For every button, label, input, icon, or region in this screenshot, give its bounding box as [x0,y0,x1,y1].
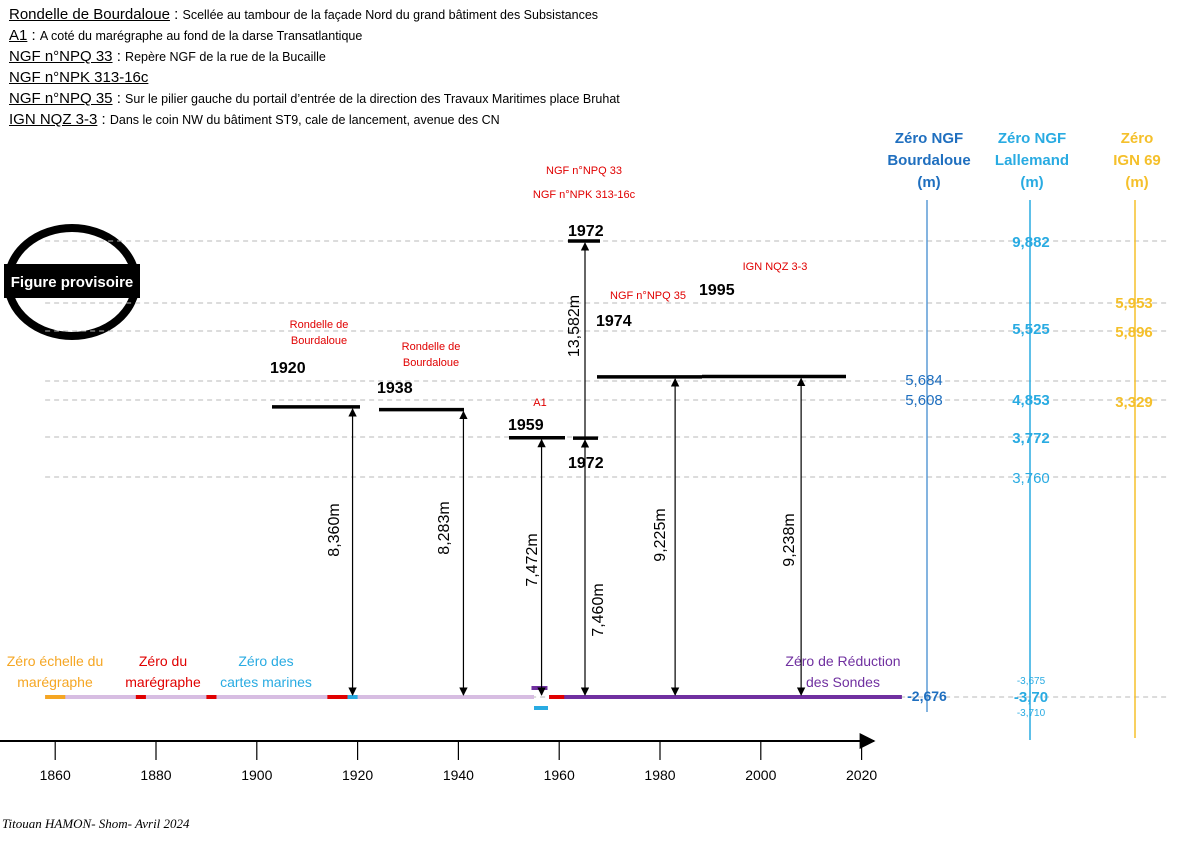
legend-item: A1 : A coté du marégraphe au fond de la … [9,27,362,45]
benchmark-repere: A1 [533,397,546,409]
scale-value: 3,760 [1012,470,1050,487]
benchmark-year: 1938 [377,380,413,397]
benchmark-year: 1972 [568,223,604,240]
column-header-unit: (m) [1020,174,1044,191]
x-tick-label: 1860 [40,767,71,783]
zero-label-echelle: Zéro échelle du [7,653,104,669]
zero-label-zrs: des Sondes [806,674,880,690]
x-tick-label: 1900 [241,767,272,783]
scale-value: 9,882 [1012,234,1050,251]
x-tick-label: 1880 [140,767,171,783]
benchmark-distance: 7,472m [524,533,541,586]
legend-sep: : [112,48,126,65]
scale-value: -3,675 [1017,676,1046,687]
scale-value: 4,853 [1012,392,1050,409]
benchmark-repere: Rondelle de [402,341,461,353]
legend-desc: Scellée au tambour de la façade Nord du … [182,8,599,22]
column-header-bourdaloue: Zéro NGF Bourdaloue (m) [869,128,989,194]
benchmark-year: 1959 [508,417,544,434]
benchmark-distance: 9,225m [652,508,669,561]
scale-value: 5,684 [905,372,943,389]
legend-item: NGF n°NPQ 33 : Repère NGF de la rue de l… [9,48,326,66]
scale-value: 3,772 [1012,430,1050,447]
benchmark-year: 1920 [270,360,306,377]
figure-provisoire-badge: Figure provisoire [2,223,142,341]
legend-key: IGN NQZ 3-3 [9,111,98,128]
scale-value: 5,953 [1115,295,1153,312]
x-tick-label: 1960 [544,767,575,783]
legend-key: Rondelle de Bourdaloue [9,6,170,23]
legend-desc: Sur le pilier gauche du portail d’entrée… [125,92,620,106]
column-header-line1: Zéro [1120,130,1154,147]
segment-mark [534,706,548,710]
scale-value: -2,676 [907,688,947,704]
zero-label-zrs: Zéro de Réduction [785,653,900,669]
scale-value: 5,896 [1115,324,1153,341]
benchmark-repere: Bourdaloue [403,357,459,369]
benchmark-year: 1972 [568,455,604,472]
legend-sep: : [112,90,126,107]
column-header-line2: IGN 69 [1113,152,1161,169]
benchmark-distance: 13,582m [566,295,583,357]
zero-label-echelle: marégraphe [17,674,93,690]
benchmark-distance: 8,360m [326,503,343,556]
benchmark-distance: 8,283m [436,501,453,554]
scale-value: 5,525 [1012,321,1050,338]
column-header-line1: Zéro NGF [997,130,1067,147]
legend-key: NGF n°NPQ 33 [9,48,113,65]
column-header-line1: Zéro NGF [894,130,964,147]
legend-item: Rondelle de Bourdaloue : Scellée au tamb… [9,6,598,24]
column-header-ign69: Zéro IGN 69 (m) [1077,128,1184,194]
benchmark-repere: NGF n°NPK 313-16c [533,189,636,201]
column-header-line2: Bourdaloue [887,152,971,169]
column-header-unit: (m) [1125,174,1149,191]
benchmark-year: 1995 [699,282,735,299]
scale-value: -3,70 [1014,689,1048,706]
benchmark-repere: Bourdaloue [291,335,347,347]
benchmark-repere: NGF n°NPQ 35 [610,290,686,302]
zero-label-maregraphe: marégraphe [125,674,201,690]
legend-sep: : [27,27,40,44]
legend-item: NGF n°NPQ 35 : Sur le pilier gauche du p… [9,90,620,108]
x-tick-label: 2000 [745,767,776,783]
legend-key: A1 [9,27,28,44]
legend-desc: A coté du marégraphe au fond de la darse… [39,29,363,43]
column-header-line2: Lallemand [994,152,1070,169]
benchmark-repere: Rondelle de [290,319,349,331]
legend-desc: Dans le coin NW du bâtiment ST9, cale de… [109,113,500,127]
credit: Titouan HAMON- Shom- Avril 2024 [2,816,190,831]
benchmark-year: 1974 [596,313,632,330]
column-header-lallemand: Zéro NGF Lallemand (m) [972,128,1092,194]
benchmark-distance: 9,238m [781,513,798,566]
x-tick-label: 1940 [443,767,474,783]
benchmark-repere: NGF n°NPQ 33 [546,165,622,177]
legend-item: IGN NQZ 3-3 : Dans le coin NW du bâtimen… [9,111,500,129]
legend-sep: : [169,6,183,23]
scale-value: 5,608 [905,392,943,409]
segment-mark [531,686,548,690]
legend-key: NGF n°NPQ 35 [9,90,113,107]
zero-label-cartes: Zéro des [238,653,293,669]
zero-label-cartes: cartes marines [220,674,312,690]
legend-desc: Repère NGF de la rue de la Bucaille [125,50,326,64]
legend-key: NGF n°NPK 313-16c [9,69,149,86]
benchmark-distance: 7,460m [590,583,607,636]
legend-item: NGF n°NPK 313-16c [9,69,148,87]
x-tick-label: 1920 [342,767,373,783]
scale-value: 3,329 [1115,394,1153,411]
scale-value: -3,710 [1017,708,1046,719]
benchmark-repere: IGN NQZ 3-3 [743,261,808,273]
zero-label-maregraphe: Zéro du [139,653,187,669]
column-header-unit: (m) [917,174,941,191]
x-tick-label: 1980 [644,767,675,783]
legend-sep: : [97,111,110,128]
x-tick-label: 2020 [846,767,877,783]
badge-label: Figure provisoire [11,274,134,291]
